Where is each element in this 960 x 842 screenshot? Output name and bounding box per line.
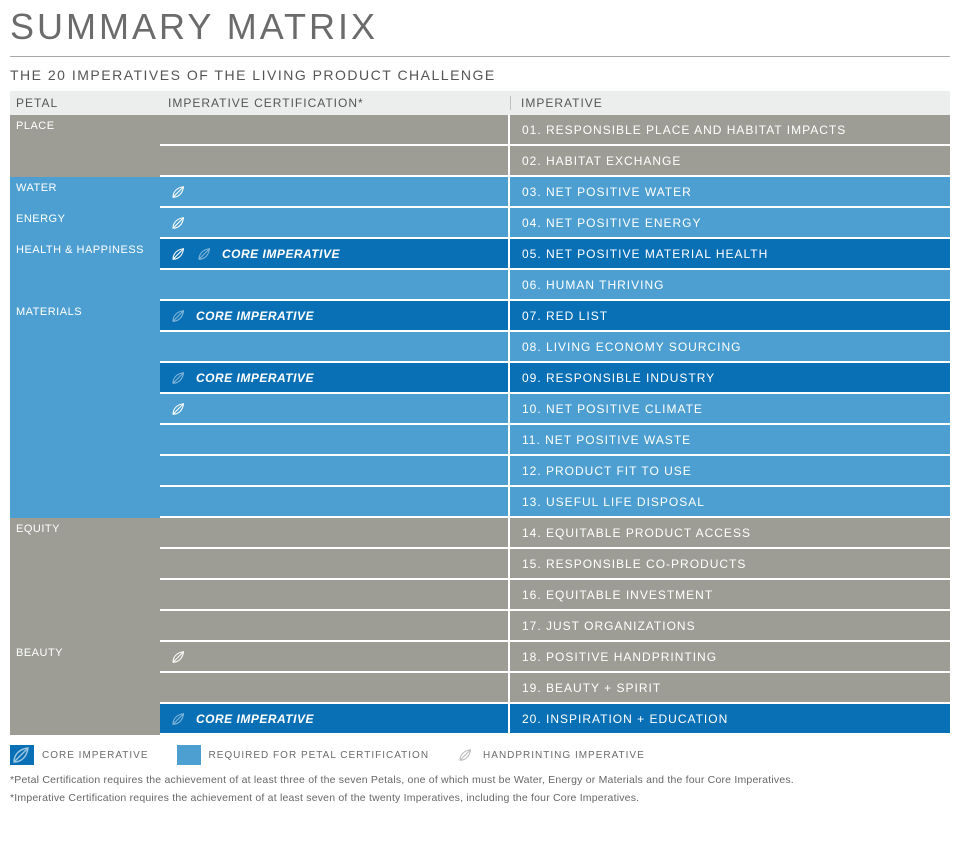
legend-hand-label: HANDPRINTING IMPERATIVE [483,750,645,761]
handprint-icon [170,183,188,201]
petal-cell: MATERIALS [10,301,160,518]
handprint-ghost-icon [196,245,214,263]
table-row: HEALTH & HAPPINESS CORE IMPERATIVE05. NE… [10,239,950,270]
petal-cell: BEAUTY [10,642,160,735]
cert-cell [160,425,510,456]
table-row: ENERGY 04. NET POSITIVE ENERGY [10,208,950,239]
imperative-cell: 07. RED LIST [510,301,950,332]
cert-cell [160,177,510,208]
cert-cell: CORE IMPERATIVE [160,704,510,735]
cert-cell: CORE IMPERATIVE [160,239,510,270]
imperative-cell: 06. HUMAN THRIVING [510,270,950,301]
footnote-1: *Petal Certification requires the achiev… [10,771,950,789]
handprint-icon [170,400,188,418]
imperative-cell: 19. BEAUTY + SPIRIT [510,673,950,704]
cert-cell [160,115,510,146]
table-row: MATERIALS CORE IMPERATIVE07. RED LIST [10,301,950,332]
imperative-cell: 15. RESPONSIBLE CO-PRODUCTS [510,549,950,580]
subtitle: THE 20 IMPERATIVES OF THE LIVING PRODUCT… [10,57,950,91]
cert-cell [160,518,510,549]
petal-cell: EQUITY [10,518,160,642]
table-row: PLACE01. RESPONSIBLE PLACE AND HABITAT I… [10,115,950,146]
imperative-cell: 08. LIVING ECONOMY SOURCING [510,332,950,363]
cert-cell [160,208,510,239]
cert-cell [160,332,510,363]
cert-cell [160,611,510,642]
petal-cell: ENERGY [10,208,160,239]
imperative-cell: 02. HABITAT EXCHANGE [510,146,950,177]
imperative-cell: 05. NET POSITIVE MATERIAL HEALTH [510,239,950,270]
cert-cell [160,394,510,425]
handprint-ghost-icon [170,710,188,728]
imperative-cell: 01. RESPONSIBLE PLACE AND HABITAT IMPACT… [510,115,950,146]
cert-cell [160,146,510,177]
imperative-cell: 17. JUST ORGANIZATIONS [510,611,950,642]
core-imperative-label: CORE IMPERATIVE [196,371,314,385]
imperative-cell: 11. NET POSITIVE WASTE [510,425,950,456]
legend-core: CORE IMPERATIVE [10,745,149,765]
imperative-cell: 04. NET POSITIVE ENERGY [510,208,950,239]
cert-cell [160,580,510,611]
footnote-2: *Imperative Certification requires the a… [10,789,950,807]
imperative-cell: 13. USEFUL LIFE DISPOSAL [510,487,950,518]
cert-cell [160,456,510,487]
handprint-icon [170,214,188,232]
imperative-cell: 10. NET POSITIVE CLIMATE [510,394,950,425]
cert-cell: CORE IMPERATIVE [160,301,510,332]
imperative-cell: 14. EQUITABLE PRODUCT ACCESS [510,518,950,549]
handprint-icon [170,648,188,666]
petal-cell: PLACE [10,115,160,177]
imperative-cell: 16. EQUITABLE INVESTMENT [510,580,950,611]
legend-petal: REQUIRED FOR PETAL CERTIFICATION [177,745,430,765]
cert-cell [160,549,510,580]
core-imperative-label: CORE IMPERATIVE [222,247,340,261]
imperative-cell: 20. INSPIRATION + EDUCATION [510,704,950,735]
legend-hand: HANDPRINTING IMPERATIVE [457,746,645,764]
cert-cell [160,270,510,301]
legend: CORE IMPERATIVE REQUIRED FOR PETAL CERTI… [10,735,950,771]
header-petal: PETAL [10,96,160,110]
handprint-ghost-icon [170,369,188,387]
legend-core-label: CORE IMPERATIVE [42,750,149,761]
imperative-cell: 18. POSITIVE HANDPRINTING [510,642,950,673]
imperative-cell: 09. RESPONSIBLE INDUSTRY [510,363,950,394]
petal-cell: HEALTH & HAPPINESS [10,239,160,301]
imperative-cell: 12. PRODUCT FIT TO USE [510,456,950,487]
handprint-ghost-icon [170,307,188,325]
table-row: BEAUTY 18. POSITIVE HANDPRINTING [10,642,950,673]
imperative-cell: 03. NET POSITIVE WATER [510,177,950,208]
petal-cell: WATER [10,177,160,208]
handprint-icon [457,746,475,764]
cert-cell [160,487,510,518]
table-row: WATER 03. NET POSITIVE WATER [10,177,950,208]
core-imperative-label: CORE IMPERATIVE [196,712,314,726]
table-header: PETAL IMPERATIVE CERTIFICATION* IMPERATI… [10,91,950,115]
legend-petal-label: REQUIRED FOR PETAL CERTIFICATION [209,750,430,761]
cert-cell: CORE IMPERATIVE [160,363,510,394]
matrix-body: PLACE 01. RESPONSIBLE PLACE AND HABITAT I… [10,115,950,735]
table-row: EQUITY14. EQUITABLE PRODUCT ACCESS [10,518,950,549]
cert-cell [160,673,510,704]
header-imp: IMPERATIVE [510,96,950,110]
page-title: SUMMARY MATRIX [10,0,950,57]
core-imperative-label: CORE IMPERATIVE [196,309,314,323]
header-cert: IMPERATIVE CERTIFICATION* [160,96,510,110]
handprint-icon [170,245,188,263]
cert-cell [160,642,510,673]
